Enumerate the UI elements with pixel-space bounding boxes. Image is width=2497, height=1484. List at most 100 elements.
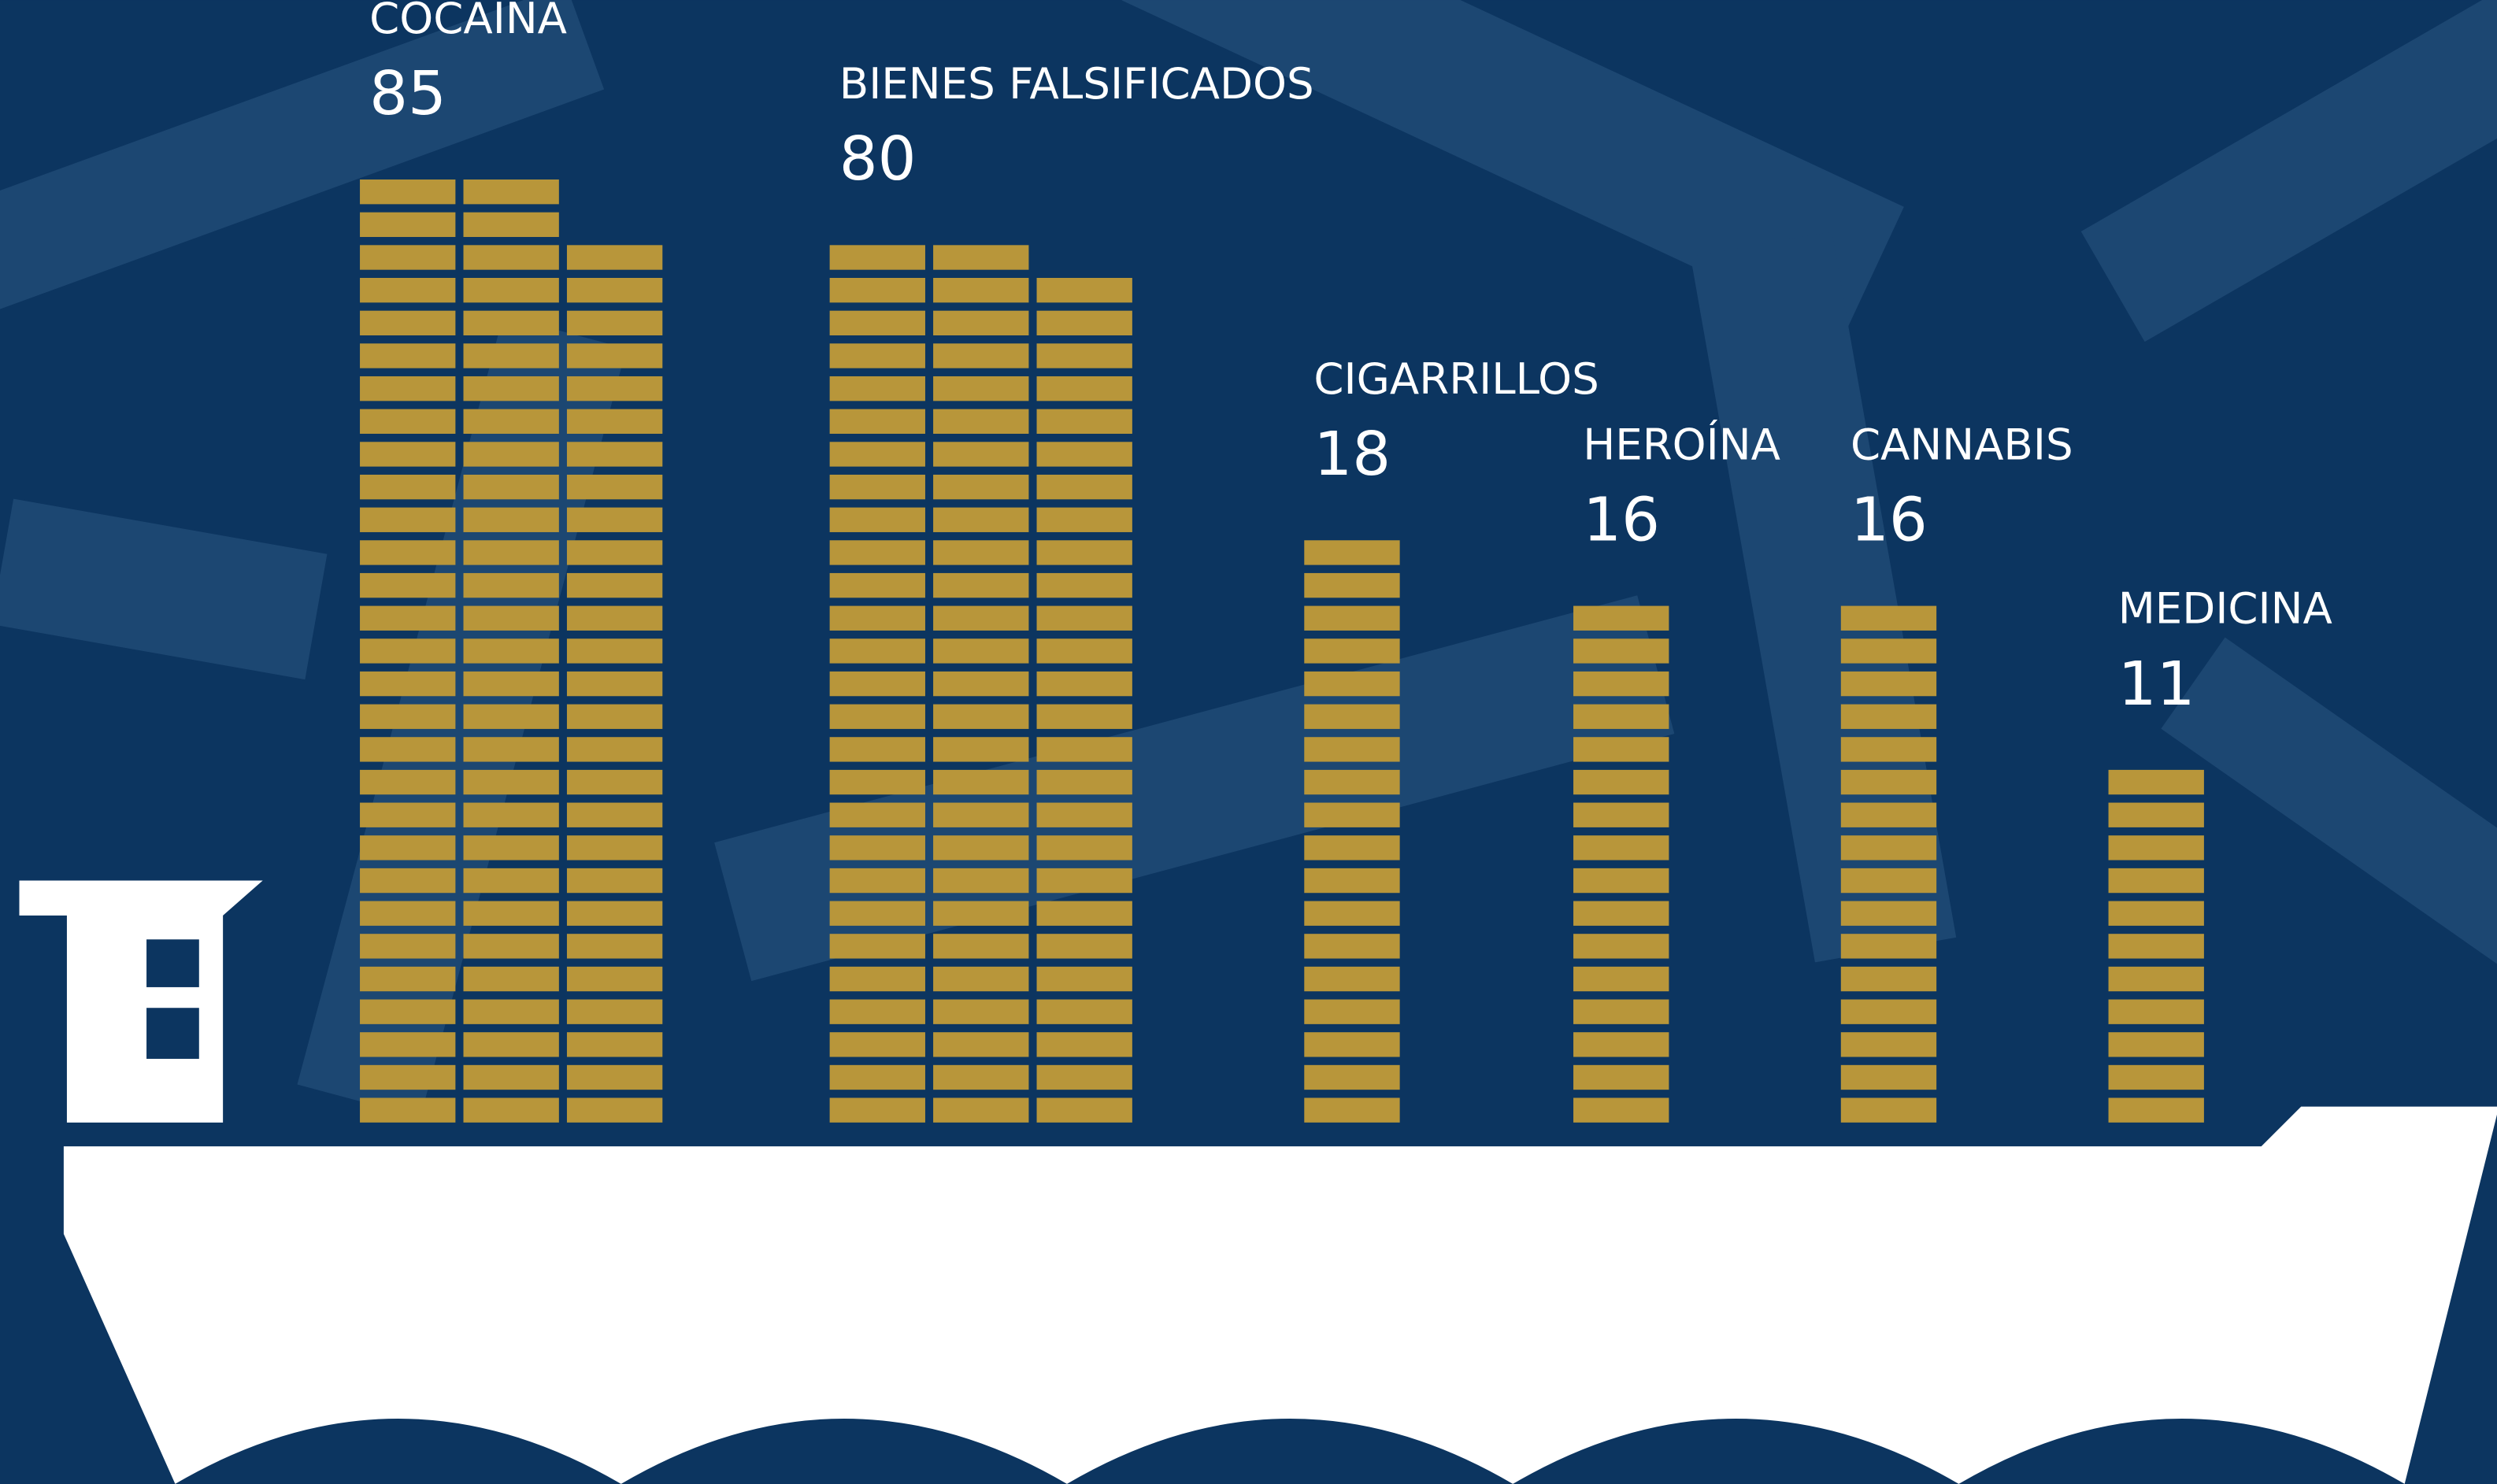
container (1036, 310, 1132, 335)
container (829, 835, 925, 860)
container (933, 901, 1029, 926)
container (2108, 868, 2204, 894)
value-label: 80 (839, 124, 917, 194)
container (566, 638, 663, 664)
container (1840, 605, 1937, 631)
container (933, 835, 1029, 860)
container (360, 737, 456, 762)
container (463, 442, 559, 467)
container (566, 507, 663, 532)
container (933, 540, 1029, 565)
container (1840, 769, 1937, 795)
bridge (19, 880, 263, 1123)
container (566, 999, 663, 1024)
container (463, 868, 559, 894)
container (360, 376, 456, 402)
container (829, 277, 925, 303)
container (566, 310, 663, 335)
container (566, 966, 663, 992)
container (463, 474, 559, 500)
container (829, 737, 925, 762)
container (2108, 835, 2204, 860)
container (829, 999, 925, 1024)
window (146, 939, 199, 987)
container (933, 704, 1029, 729)
hull (63, 1106, 2497, 1484)
container (1304, 868, 1400, 894)
container (2108, 1032, 2204, 1057)
container (463, 212, 559, 238)
value-label: 85 (369, 59, 446, 129)
container (566, 1032, 663, 1057)
container (566, 277, 663, 303)
container (829, 638, 925, 664)
container (1036, 1032, 1132, 1057)
category-label: CIGARRILLOS (1313, 353, 1599, 404)
container (933, 966, 1029, 992)
container (1840, 638, 1937, 664)
container (360, 605, 456, 631)
container (829, 540, 925, 565)
container (1036, 277, 1132, 303)
container-stack (2108, 769, 2204, 1123)
container (566, 934, 663, 959)
container (360, 999, 456, 1024)
container (1840, 835, 1937, 860)
container (566, 671, 663, 697)
container (1036, 638, 1132, 664)
container (463, 934, 559, 959)
container (463, 540, 559, 565)
container (933, 442, 1029, 467)
container (1304, 901, 1400, 926)
container (1304, 769, 1400, 795)
container (1036, 966, 1132, 992)
container (1304, 605, 1400, 631)
container (829, 671, 925, 697)
container (566, 769, 663, 795)
container (2108, 802, 2204, 827)
container (829, 474, 925, 500)
container (360, 540, 456, 565)
container (463, 277, 559, 303)
container (1304, 1064, 1400, 1090)
container (463, 245, 559, 270)
container (463, 572, 559, 598)
container (1304, 1097, 1400, 1123)
container (2108, 901, 2204, 926)
container (829, 310, 925, 335)
container (933, 245, 1029, 270)
container (829, 572, 925, 598)
container (463, 376, 559, 402)
container (360, 901, 456, 926)
container (463, 1064, 559, 1090)
container (463, 671, 559, 697)
container (1036, 802, 1132, 827)
container (1036, 442, 1132, 467)
container (933, 1032, 1029, 1057)
container (933, 605, 1029, 631)
container (360, 1032, 456, 1057)
ship (19, 880, 2497, 1484)
container (933, 999, 1029, 1024)
container (1573, 1032, 1669, 1057)
container (829, 409, 925, 434)
container (463, 769, 559, 795)
container (566, 1097, 663, 1123)
container (1304, 999, 1400, 1024)
container (829, 704, 925, 729)
container (360, 442, 456, 467)
container (360, 245, 456, 270)
container (1840, 802, 1937, 827)
container (360, 474, 456, 500)
container (1304, 572, 1400, 598)
container (829, 245, 925, 270)
container (933, 1097, 1029, 1123)
container (566, 376, 663, 402)
container (1036, 835, 1132, 860)
container (1573, 868, 1669, 894)
value-label: 16 (1851, 485, 1928, 555)
window (146, 1008, 199, 1059)
container (463, 966, 559, 992)
container (360, 966, 456, 992)
